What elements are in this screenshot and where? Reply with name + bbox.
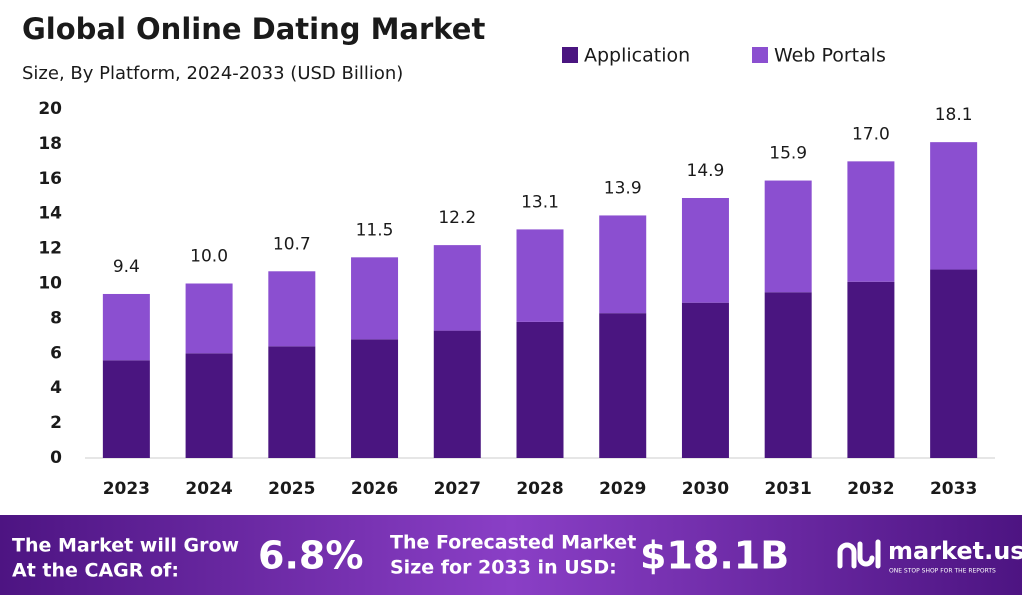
bar — [516, 321, 564, 458]
x-tick-label: 2025 — [268, 479, 315, 499]
bar — [516, 229, 564, 322]
y-tick-label: 2 — [50, 413, 62, 433]
y-tick-label: 16 — [38, 169, 62, 189]
bar — [599, 215, 647, 314]
chart-title: Global Online Dating Market — [22, 12, 485, 46]
total-label: 13.9 — [604, 178, 642, 198]
bar — [930, 142, 978, 270]
legend-swatch — [752, 47, 768, 63]
x-tick-label: 2023 — [103, 479, 150, 499]
total-label: 17.0 — [852, 124, 890, 144]
x-tick-label: 2030 — [682, 479, 729, 499]
x-tick-label: 2027 — [434, 479, 481, 499]
y-tick-label: 4 — [50, 378, 62, 398]
x-tick-label: 2024 — [185, 479, 232, 499]
bar — [433, 330, 481, 458]
cagr-text: At the CAGR of: — [12, 560, 179, 582]
total-label: 10.7 — [273, 234, 311, 254]
total-label: 18.1 — [935, 105, 973, 125]
bar — [351, 339, 399, 458]
bar — [268, 346, 316, 458]
tagline: ONE STOP SHOP FOR THE REPORTS — [889, 568, 996, 575]
bar — [681, 197, 729, 303]
y-tick-label: 0 — [50, 448, 62, 468]
bar — [185, 283, 233, 354]
bar — [681, 302, 729, 458]
bar — [351, 257, 399, 340]
bar — [185, 353, 233, 458]
y-tick-label: 12 — [38, 239, 62, 259]
x-tick-label: 2028 — [516, 479, 563, 499]
logo-icon — [837, 539, 881, 569]
legend-label: Web Portals — [774, 45, 886, 67]
bar — [847, 161, 895, 282]
y-tick-label: 14 — [38, 204, 62, 224]
x-tick-label: 2032 — [847, 479, 894, 499]
bar — [102, 293, 150, 361]
bar — [764, 180, 812, 293]
bar — [930, 269, 978, 458]
total-label: 10.0 — [190, 247, 228, 267]
legend-label: Application — [584, 45, 690, 67]
total-label: 9.4 — [113, 257, 140, 277]
bar — [847, 281, 895, 458]
bar — [268, 271, 316, 347]
legend-swatch — [562, 47, 578, 63]
total-label: 11.5 — [356, 220, 394, 240]
forecast-text: The Forecasted Market — [390, 532, 636, 554]
x-tick-label: 2031 — [765, 479, 812, 499]
cagr-value: 6.8% — [258, 534, 363, 578]
y-tick-label: 20 — [38, 99, 62, 119]
forecast-value: $18.1B — [640, 534, 789, 578]
y-tick-label: 10 — [38, 274, 62, 294]
x-tick-label: 2026 — [351, 479, 398, 499]
y-tick-label: 8 — [50, 308, 62, 328]
total-label: 13.1 — [521, 192, 559, 212]
brand: market.us — [888, 537, 1022, 565]
total-label: 14.9 — [687, 161, 725, 181]
x-tick-label: 2033 — [930, 479, 977, 499]
y-tick-label: 18 — [38, 134, 62, 154]
bar — [102, 360, 150, 458]
bar — [433, 245, 481, 331]
bar — [764, 292, 812, 458]
x-tick-label: 2029 — [599, 479, 646, 499]
y-tick-label: 6 — [50, 343, 62, 363]
bar — [599, 313, 647, 458]
forecast-text: Size for 2033 in USD: — [390, 557, 617, 579]
chart-subtitle: Size, By Platform, 2024-2033 (USD Billio… — [22, 63, 403, 84]
total-label: 15.9 — [769, 144, 807, 164]
cagr-text: The Market will Grow — [12, 535, 239, 557]
total-label: 12.2 — [438, 208, 476, 228]
